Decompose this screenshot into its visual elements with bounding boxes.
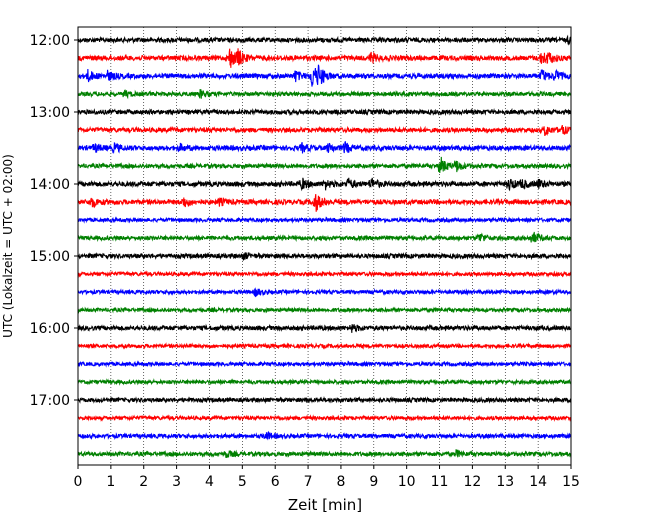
x-axis: 0 1 2 3 4 5 6 7 8 9 10 11 12 13 14 15: [74, 465, 580, 490]
trace-line: [77, 270, 572, 278]
trace-line: [77, 449, 572, 459]
trace-line: [77, 34, 572, 46]
x-tick-label: 9: [369, 474, 378, 490]
x-axis-label: Zeit [min]: [288, 496, 362, 514]
y-tick-label: 15:00: [30, 249, 70, 265]
trace-line: [77, 124, 572, 136]
x-tick-label: 8: [336, 474, 345, 490]
trace-line: [77, 323, 572, 333]
trace-line: [77, 177, 572, 192]
x-tick-label: 2: [139, 474, 148, 490]
y-tick-label: 12:00: [30, 33, 70, 49]
x-tick-label: 6: [271, 474, 280, 490]
y-tick-label: 17:00: [30, 393, 70, 409]
trace-line: [77, 194, 572, 212]
x-tick-label: 15: [562, 474, 580, 490]
x-tick-label: 3: [172, 474, 181, 490]
trace-line: [77, 430, 572, 441]
trace-line: [77, 140, 572, 155]
x-tick-label: 11: [431, 474, 449, 490]
x-tick-label: 14: [529, 474, 547, 490]
trace-line: [77, 216, 572, 224]
trace-line: [77, 395, 572, 404]
trace-line: [77, 251, 572, 261]
x-tick-label: 0: [74, 474, 83, 490]
trace-line: [77, 107, 572, 117]
trace-group: [77, 34, 572, 459]
x-tick-label: 12: [463, 474, 481, 490]
y-tick-label: 14:00: [30, 177, 70, 193]
x-tick-label: 10: [398, 474, 416, 490]
trace-line: [77, 342, 572, 350]
y-tick-label: 13:00: [30, 105, 70, 121]
x-tick-label: 7: [304, 474, 313, 490]
y-axis-label: UTC (Lokalzeit = UTC + 02:00): [1, 154, 15, 338]
trace-line: [77, 64, 572, 87]
trace-line: [77, 378, 572, 386]
x-tick-label: 13: [496, 474, 514, 490]
x-tick-label: 4: [205, 474, 214, 490]
trace-line: [77, 231, 572, 243]
trace-line: [77, 306, 572, 314]
vertical-grid: [110, 27, 539, 465]
trace-line: [77, 156, 572, 174]
trace-line: [77, 360, 572, 368]
plot-frame: [77, 26, 572, 466]
trace-line: [77, 414, 572, 422]
trace-line: [77, 287, 572, 298]
x-tick-label: 5: [238, 474, 247, 490]
trace-line: [77, 48, 572, 68]
x-tick-label: 1: [106, 474, 115, 490]
y-axis: 12:00 13:00 14:00 15:00 16:00 17:00: [30, 33, 78, 409]
trace-line: [77, 89, 572, 100]
y-tick-label: 16:00: [30, 321, 70, 337]
